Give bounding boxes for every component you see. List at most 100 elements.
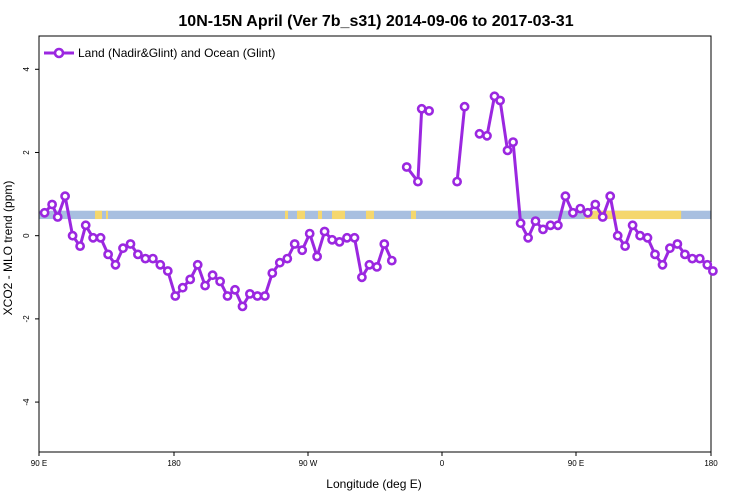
data-point xyxy=(672,239,683,249)
data-point xyxy=(605,191,616,202)
y-tick-label: -4 xyxy=(22,398,31,406)
data-point xyxy=(259,291,270,301)
x-tick-label: 90 E xyxy=(568,459,584,468)
land-patch xyxy=(332,210,345,220)
series-line xyxy=(455,106,467,182)
data-point xyxy=(230,284,240,295)
data-point xyxy=(371,261,382,272)
data-point xyxy=(495,95,505,106)
y-tick-label: 2 xyxy=(22,150,31,155)
data-point xyxy=(334,236,345,247)
data-point xyxy=(412,176,423,187)
data-point xyxy=(289,239,300,249)
land-patch xyxy=(285,210,288,220)
land-patch xyxy=(95,210,102,220)
data-point xyxy=(650,249,660,260)
data-point xyxy=(267,268,278,278)
data-point xyxy=(88,232,98,243)
land-patch xyxy=(411,210,416,220)
y-tick-label: 0 xyxy=(22,233,31,238)
data-point xyxy=(523,232,533,243)
data-point xyxy=(386,255,397,266)
data-point xyxy=(200,280,210,291)
data-point xyxy=(379,239,390,249)
data-point xyxy=(207,270,218,281)
data-point xyxy=(620,241,630,251)
legend-point-marker xyxy=(53,47,65,59)
data-point xyxy=(356,272,367,283)
data-point xyxy=(52,212,63,222)
data-point xyxy=(627,220,638,231)
series-line xyxy=(405,107,430,184)
data-point xyxy=(582,207,593,218)
plot-border xyxy=(38,35,712,453)
data-point xyxy=(297,245,308,256)
data-point xyxy=(162,266,173,276)
data-point xyxy=(508,137,518,147)
data-point xyxy=(75,241,85,251)
data-point xyxy=(364,259,375,270)
data-point xyxy=(140,253,151,264)
land-patch xyxy=(297,210,305,220)
x-tick-label: 90 E xyxy=(31,459,47,468)
data-point xyxy=(612,230,623,241)
y-axis: -4 -2 0 2 4 xyxy=(22,67,39,406)
data-point xyxy=(590,199,601,210)
data-point xyxy=(349,232,360,243)
data-point xyxy=(67,230,78,241)
data-point xyxy=(252,291,263,301)
data-point xyxy=(222,291,233,301)
data-point xyxy=(274,257,285,268)
plot-frame xyxy=(38,35,712,453)
data-point xyxy=(185,274,196,285)
land-patch-africa xyxy=(585,210,682,220)
x-tick-label: 90 W xyxy=(299,459,318,468)
data-point xyxy=(192,259,203,270)
data-point xyxy=(237,301,248,312)
legend: Land (Nadir&Glint) and Ocean (Glint) xyxy=(44,46,275,60)
land-ocean-band xyxy=(39,210,711,220)
series-layer xyxy=(39,91,718,312)
data-point xyxy=(304,228,315,239)
data-point xyxy=(95,232,106,243)
ocean-band xyxy=(39,210,711,220)
data-point xyxy=(474,128,485,139)
data-point xyxy=(319,226,330,237)
data-point xyxy=(597,212,608,222)
data-point xyxy=(110,259,121,270)
data-point xyxy=(538,224,548,235)
data-point xyxy=(482,130,492,141)
data-point xyxy=(459,101,470,112)
data-point xyxy=(694,253,705,264)
data-point xyxy=(147,253,158,264)
data-point xyxy=(657,259,668,270)
data-point xyxy=(47,199,57,210)
data-point xyxy=(401,162,412,172)
x-tick-label: 0 xyxy=(440,459,445,468)
land-patch xyxy=(106,210,108,220)
data-point xyxy=(502,145,513,156)
data-point xyxy=(708,266,718,276)
data-point xyxy=(60,191,70,202)
data-point xyxy=(312,251,322,262)
y-tick-label: -2 xyxy=(22,315,31,323)
data-point xyxy=(342,232,352,243)
data-point xyxy=(642,232,653,243)
data-point xyxy=(702,259,713,270)
x-axis-label: Longitude (deg E) xyxy=(326,477,421,491)
data-point xyxy=(515,218,526,229)
data-point xyxy=(665,243,675,254)
data-point xyxy=(687,253,698,264)
x-tick-label: 180 xyxy=(704,459,718,468)
data-point xyxy=(132,249,143,260)
data-point xyxy=(282,253,293,264)
data-point xyxy=(170,291,181,301)
data-point xyxy=(39,207,50,218)
x-axis: 90 E 180 90 W 0 90 E 180 xyxy=(31,452,718,468)
land-patch xyxy=(318,210,322,220)
data-point xyxy=(553,220,563,231)
data-point xyxy=(80,220,91,231)
data-point xyxy=(125,239,136,249)
y-axis-label: XCO2 - MLO trend (ppm) xyxy=(1,181,15,316)
